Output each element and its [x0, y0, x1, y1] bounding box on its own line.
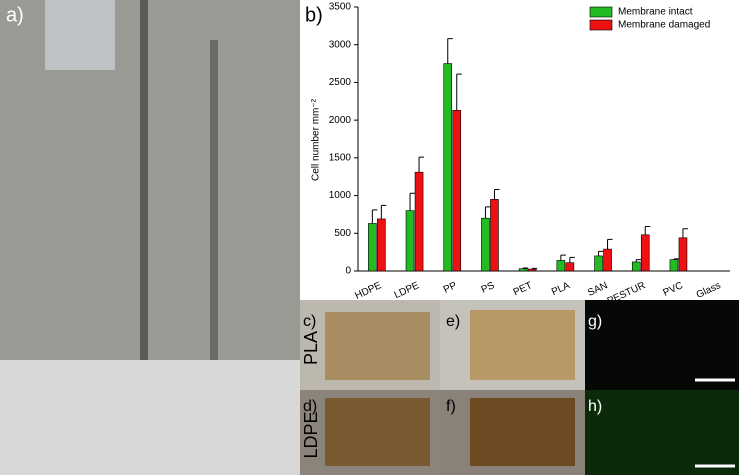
photo-sample	[470, 398, 575, 466]
y-tick-label: 500	[334, 228, 351, 239]
bar	[527, 268, 537, 272]
y-tick-label: 1500	[329, 152, 352, 163]
panel-label: d)	[303, 398, 317, 415]
photo-g	[585, 300, 739, 390]
error-bar	[456, 73, 462, 111]
error-bar	[569, 256, 575, 263]
y-tick-label: 3500	[329, 2, 352, 13]
error-bar	[409, 192, 416, 211]
panel-label: g)	[588, 313, 602, 330]
legend-label: Membrane intact	[618, 7, 693, 18]
bar	[678, 237, 688, 272]
error-bar	[673, 258, 679, 260]
photo-rod	[210, 40, 218, 360]
x-tick-label: HDPE	[353, 280, 383, 302]
bar	[443, 63, 453, 272]
photo-bench	[0, 360, 300, 475]
error-bar	[380, 204, 387, 219]
panel-label: b)	[305, 4, 323, 26]
photo-rod	[140, 0, 148, 360]
x-tick-label: PP	[442, 280, 459, 296]
y-tick-label: 2000	[329, 115, 352, 126]
legend-swatch	[589, 6, 613, 18]
y-axis-label: Cell number mm⁻²	[311, 98, 322, 181]
error-bar	[531, 267, 538, 270]
bar	[669, 259, 679, 272]
row-label: PLA	[301, 331, 321, 365]
x-tick-label: PET	[512, 280, 534, 298]
photo-sample	[325, 312, 430, 380]
error-bar	[493, 189, 500, 200]
bar	[565, 262, 575, 272]
bar	[518, 268, 528, 272]
bar	[556, 260, 566, 272]
legend-swatch	[589, 19, 613, 31]
photo-sample	[325, 398, 430, 466]
error-bar	[598, 250, 604, 256]
bar	[631, 261, 641, 272]
bar	[490, 199, 499, 272]
legend-label: Membrane damaged	[618, 20, 710, 31]
panel-label: a)	[6, 4, 24, 26]
error-bar	[522, 267, 529, 269]
x-tick-label: PLA	[550, 280, 572, 298]
error-bar	[484, 206, 491, 219]
bar	[414, 171, 424, 272]
row-label: LDPE	[301, 411, 321, 458]
bar	[405, 210, 415, 272]
panel-label: f)	[446, 398, 456, 415]
panel-label: h)	[588, 398, 602, 415]
error-bar	[607, 238, 613, 250]
panel-label: e)	[446, 313, 460, 330]
y-tick-label: 1000	[329, 190, 352, 201]
error-bar	[371, 209, 378, 224]
photo-beaker	[45, 0, 115, 70]
x-tick-label: LDPE	[393, 280, 422, 301]
x-tick-label: PS	[480, 280, 497, 296]
y-tick-label: 2500	[329, 77, 352, 88]
error-bar	[682, 228, 688, 238]
bar	[603, 248, 612, 272]
error-bar	[418, 156, 425, 173]
y-tick-label: 0	[345, 266, 351, 277]
x-tick-label: Glass	[695, 280, 723, 301]
bar	[452, 110, 462, 272]
y-tick-label: 3000	[329, 39, 352, 50]
error-bar	[447, 38, 453, 64]
error-bar	[635, 259, 642, 262]
bar	[640, 234, 650, 272]
panel-label: c)	[303, 313, 316, 330]
bar	[377, 218, 386, 272]
bar	[368, 223, 377, 272]
photo-sample	[470, 310, 575, 380]
x-tick-label: SAN	[586, 280, 609, 299]
bar	[594, 255, 603, 272]
x-tick-label: PVC	[662, 280, 685, 299]
error-bar	[560, 254, 566, 261]
error-bar	[644, 225, 651, 235]
photo-h	[585, 390, 739, 475]
bar	[481, 217, 490, 272]
